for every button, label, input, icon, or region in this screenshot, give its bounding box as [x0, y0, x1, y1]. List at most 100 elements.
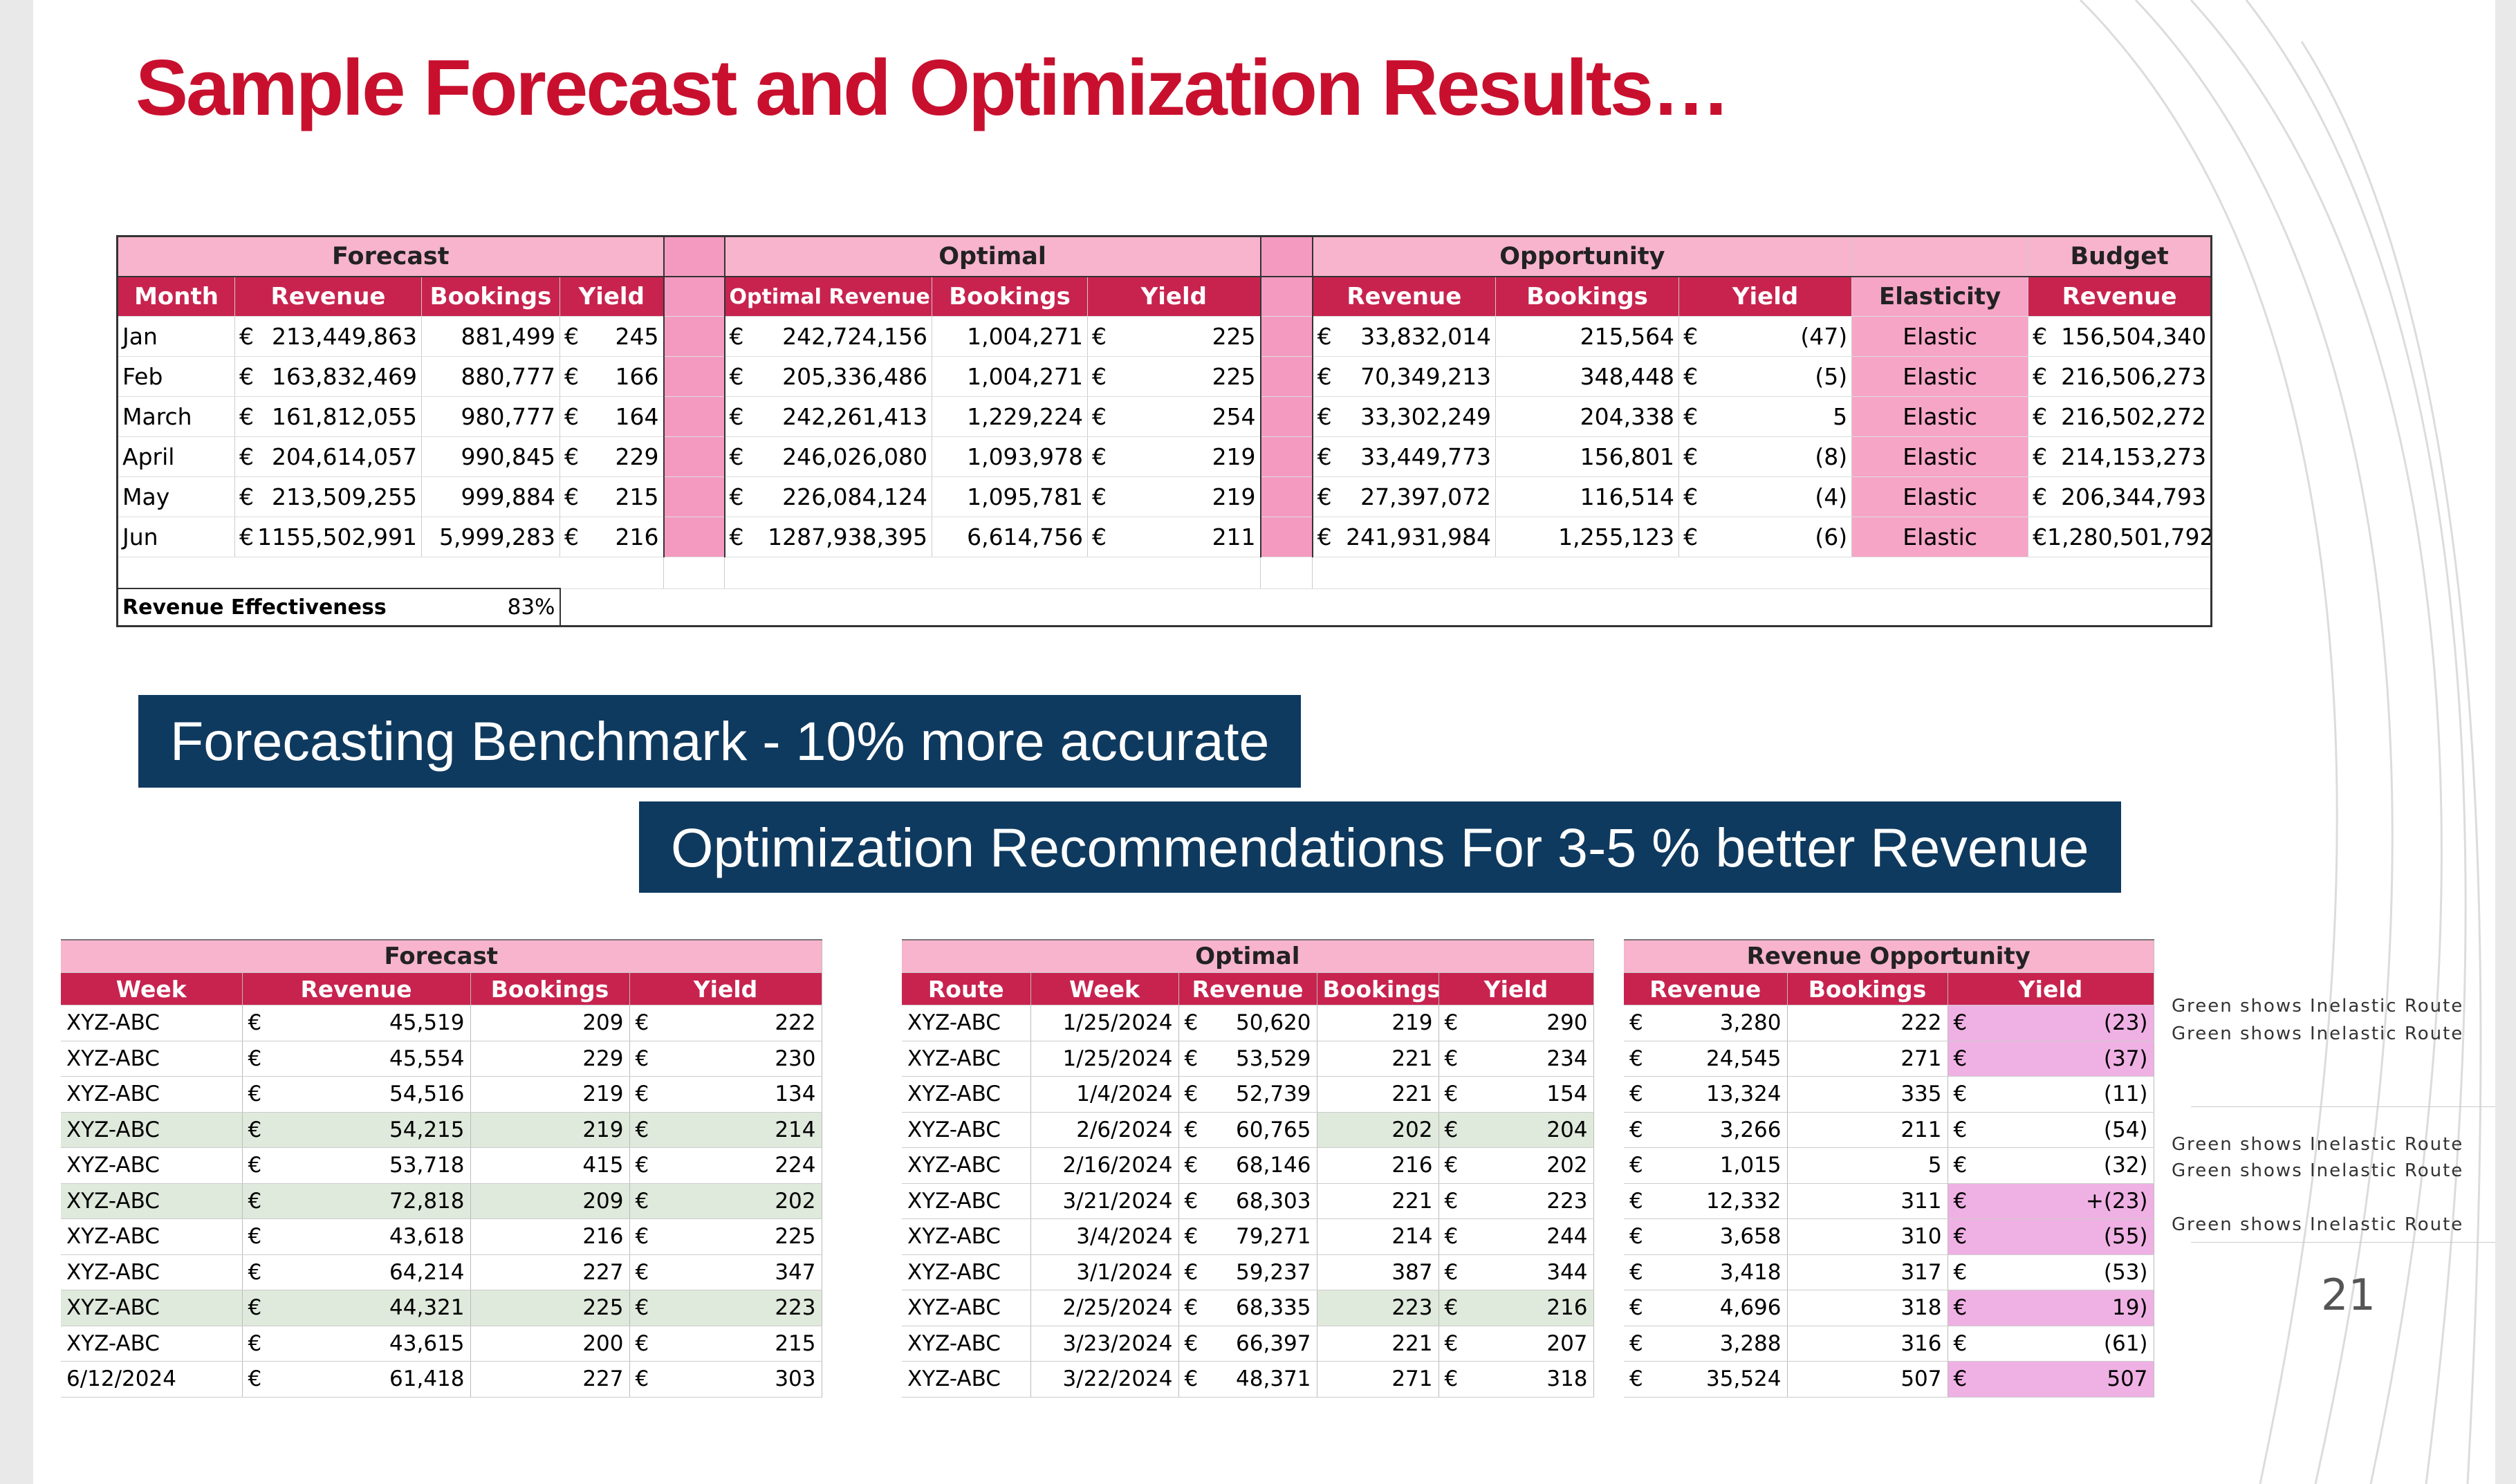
bookings-cell: 318	[1787, 1290, 1948, 1326]
optimal-bookings-cell: 1,093,978	[932, 436, 1089, 477]
currency-symbol: €	[2033, 363, 2048, 390]
bookings-cell: 211	[1787, 1112, 1948, 1148]
col-optimal-yield: Yield	[1087, 277, 1261, 317]
table-row: May €213,509,255 999,884 €215 €226,084,124 1,…	[117, 476, 2212, 517]
yield-cell: € (55)	[1948, 1218, 2154, 1255]
value: 213,449,863	[272, 323, 417, 350]
value: 52,739	[1236, 1082, 1311, 1107]
value: 219	[1212, 483, 1256, 510]
col-yield: Yield	[1948, 972, 2154, 1005]
revenue-cell: €48,371	[1178, 1361, 1317, 1398]
value: 214,153,273	[2061, 443, 2207, 470]
group-optimal: Optimal	[902, 939, 1594, 973]
currency-symbol: €	[248, 1330, 262, 1356]
yield-cell: €223	[629, 1290, 822, 1326]
forecast-revenue-cell: €213,449,863	[234, 316, 422, 357]
currency-symbol: €	[1092, 483, 1107, 510]
opportunity-yield-cell: € (4)	[1678, 476, 1853, 517]
table-row: XYZ-ABC €43,618 216 €225	[61, 1218, 822, 1255]
group-opportunity: Opportunity	[1312, 236, 1853, 277]
currency-symbol: €	[1953, 1224, 1968, 1250]
revenue-cell: €52,739	[1178, 1076, 1317, 1113]
value: 225	[1212, 363, 1256, 390]
currency-symbol: €	[1184, 1010, 1199, 1036]
slide: Sample Forecast and Optimization Results…	[33, 0, 2495, 1484]
value: 68,335	[1236, 1295, 1311, 1321]
opportunity-revenue-cell: €70,349,213	[1312, 356, 1497, 397]
week-cell: 1/25/2024	[1030, 1005, 1179, 1041]
opportunity-revenue-cell: €33,449,773	[1312, 436, 1497, 477]
table-row: €3,266 211 € (54)	[1624, 1112, 2154, 1148]
currency-symbol: €	[248, 1153, 262, 1178]
bookings-cell: 221	[1317, 1326, 1439, 1362]
forecast-bookings-cell: 980,777	[421, 396, 560, 437]
optimal-revenue-cell: €246,026,080	[724, 436, 933, 477]
route-cell: XYZ-ABC	[902, 1254, 1031, 1290]
currency-symbol: €	[239, 523, 254, 550]
value: 44,321	[389, 1295, 465, 1321]
currency-symbol: €	[1629, 1259, 1643, 1285]
opportunity-revenue-cell: €33,302,249	[1312, 396, 1497, 437]
route-cell: XYZ-ABC	[902, 1218, 1031, 1255]
currency-symbol: €	[635, 1153, 649, 1178]
currency-symbol: €	[1184, 1117, 1199, 1142]
value: 3,280	[1719, 1010, 1782, 1036]
currency-symbol: €	[1683, 483, 1699, 510]
week-cell: 3/4/2024	[1030, 1218, 1179, 1255]
optimal-revenue-cell: €1287,938,395	[724, 517, 933, 557]
value: (37)	[2103, 1046, 2148, 1071]
effectiveness-value: 83%	[421, 588, 561, 627]
value: 24,545	[1706, 1046, 1782, 1071]
bookings-cell: 200	[470, 1326, 630, 1362]
table-row: XYZ-ABC €54,516 219 €134	[61, 1076, 822, 1113]
value: 3,288	[1719, 1330, 1782, 1356]
optimal-bookings-cell: 1,095,781	[932, 476, 1089, 517]
value: (32)	[2103, 1153, 2148, 1178]
revenue-cell: €24,545	[1624, 1041, 1788, 1077]
currency-symbol: €	[564, 443, 579, 470]
spacer-cell	[117, 557, 665, 589]
revenue-cell: €61,418	[242, 1361, 471, 1398]
bookings-cell: 271	[1787, 1041, 1948, 1077]
bookings-cell: 216	[1317, 1147, 1439, 1184]
weekly-optimal-table: Optimal Route Week Revenue Bookings Yiel…	[902, 939, 1594, 1398]
currency-symbol: €	[1184, 1330, 1199, 1356]
forecast-bookings-cell: 5,999,283	[421, 517, 560, 557]
banner-optimization: Optimization Recommendations For 3-5 % b…	[639, 801, 2121, 893]
forecast-yield-cell: €245	[559, 316, 665, 357]
bookings-cell: 219	[470, 1112, 630, 1148]
budget-revenue-cell: €216,502,272	[2028, 396, 2212, 437]
bookings-cell: 216	[470, 1218, 630, 1255]
inelastic-note: Green shows Inelastic Route	[2172, 1214, 2464, 1235]
elasticity-cell: Elastic	[1851, 476, 2029, 517]
bookings-cell: 387	[1317, 1254, 1439, 1290]
value: 241,931,984	[1346, 523, 1492, 550]
value: 215	[615, 483, 659, 510]
value: (53)	[2103, 1259, 2148, 1285]
value: 54,215	[389, 1117, 465, 1142]
currency-symbol: €	[1184, 1153, 1199, 1178]
spacer-cell	[1260, 557, 1313, 589]
forecast-revenue-cell: €204,614,057	[234, 436, 422, 477]
route-cell: XYZ-ABC	[902, 1041, 1031, 1077]
revenue-cell: €12,332	[1624, 1183, 1788, 1219]
revenue-cell: €64,214	[242, 1254, 471, 1290]
currency-symbol: €	[239, 403, 254, 430]
group-forecast: Forecast	[61, 939, 822, 973]
value: 33,449,773	[1360, 443, 1492, 470]
currency-symbol: €	[635, 1082, 649, 1107]
month-cell: Jan	[117, 316, 235, 357]
currency-symbol: €	[1683, 403, 1699, 430]
opportunity-revenue-cell: €33,832,014	[1312, 316, 1497, 357]
col-revenue: Revenue	[242, 972, 471, 1005]
value: 154	[1546, 1082, 1588, 1107]
budget-revenue-cell: €1,280,501,792	[2028, 517, 2212, 557]
value: (55)	[2103, 1224, 2148, 1250]
revenue-cell: €45,519	[242, 1005, 471, 1041]
week-cell: XYZ-ABC	[61, 1183, 243, 1219]
revenue-cell: €72,818	[242, 1183, 471, 1219]
col-elasticity: Elasticity	[1851, 277, 2029, 317]
value: 344	[1546, 1259, 1588, 1285]
col-route: Route	[902, 972, 1031, 1005]
optimal-revenue-cell: €242,261,413	[724, 396, 933, 437]
